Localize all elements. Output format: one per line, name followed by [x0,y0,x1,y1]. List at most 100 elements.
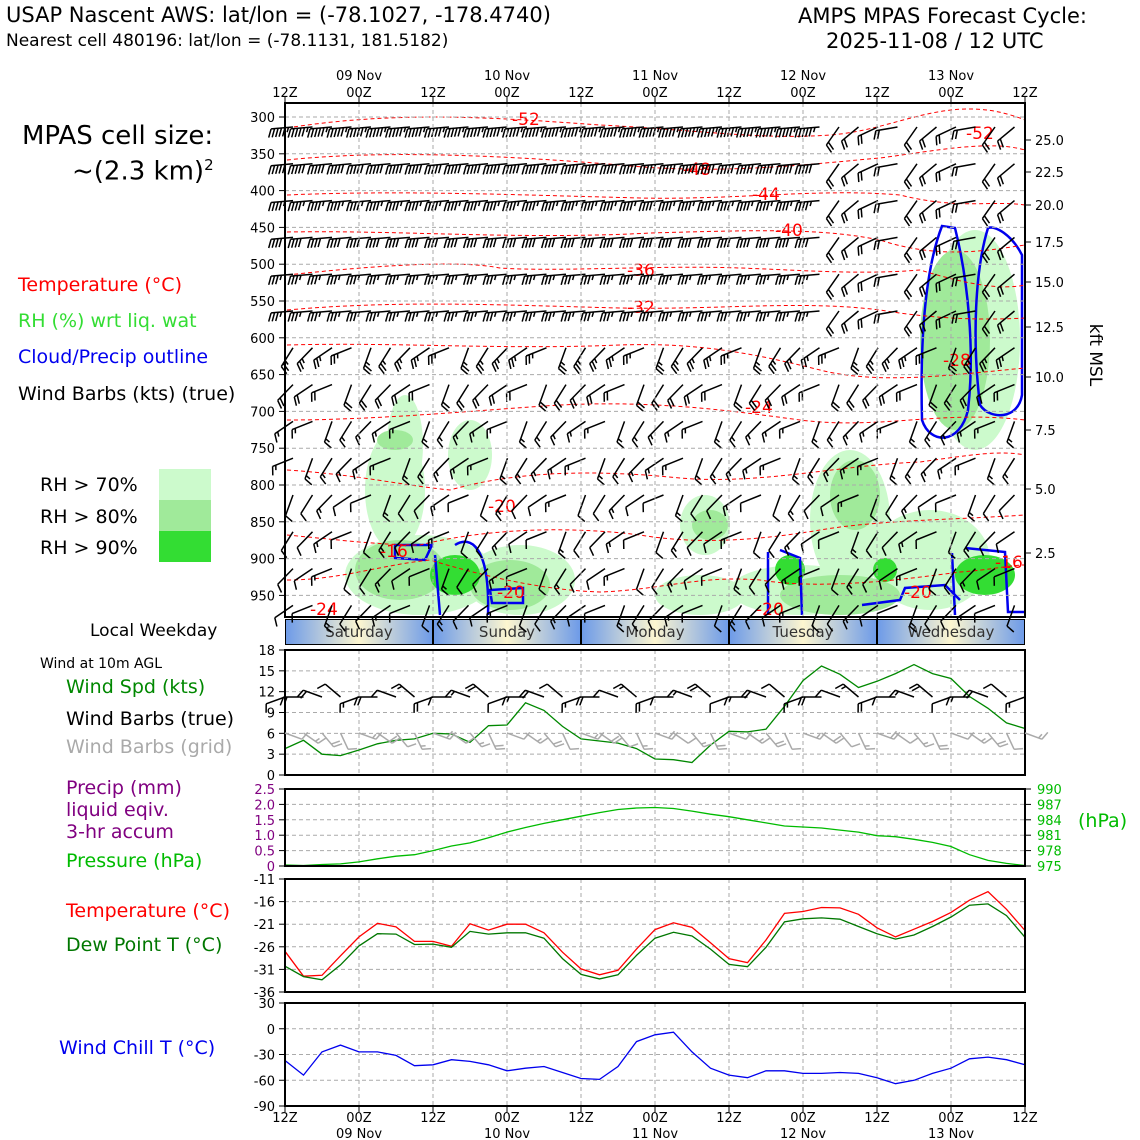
wind-barb [603,567,625,586]
wind-barb [540,310,567,322]
wind-barb [981,310,996,337]
wind-barb [755,163,781,175]
wind-barb [635,732,654,751]
wind-barb [374,568,392,593]
wind-barb [518,689,545,699]
wind-barb [495,494,509,522]
wind-barb [616,421,626,449]
wind-barb [825,236,840,264]
wind-barb [303,732,327,744]
wind-barb [840,126,859,150]
wind-barb [365,236,391,249]
wind-barb [963,347,977,375]
wind-barb [287,163,313,175]
windchill-line [284,1031,1026,1085]
cell-size-value-text: ~(2.3 km) [72,156,205,187]
forecast-cycle-date: 2025-11-08 / 12 UTC [826,29,1044,53]
wind-barb [823,457,840,483]
wind-barb [560,163,586,175]
wind-barb [452,604,470,630]
wind-barb [947,531,957,559]
wind-barb [842,420,860,446]
height-tick-label: 20.0 [1035,199,1064,214]
wind-barb [267,126,294,138]
weekday-label: Local Weekday [90,621,218,641]
wind-barb [638,199,664,212]
wind-barb [625,494,645,517]
pressure-tick-label: 800 [250,479,275,494]
wind-barb [538,568,548,596]
wind-barb [774,199,801,212]
wind-barb [811,605,821,633]
wind-barb [501,199,528,212]
wind-barb [410,531,430,554]
wind-barb [540,199,567,212]
legend-pressure: Pressure (hPa) [66,850,203,872]
wind-barb [345,236,372,249]
wind-barb [553,384,567,411]
wind-barb [284,731,309,740]
wind-barb [330,347,352,366]
wind-barb [596,457,606,486]
wind-barb [310,383,333,402]
weekday-tuesday: Tuesday [730,620,878,644]
wind-barb [768,531,782,559]
wind-barb [462,236,489,249]
wind-barb [564,457,586,476]
wind-barb [501,696,526,706]
wind-barb [287,126,313,138]
wind-barb [903,310,918,337]
wind-barb [538,384,548,412]
wind-barb [413,732,432,751]
rh-region [377,430,413,450]
wind-barb [508,347,528,370]
wind-barb [649,696,674,706]
temperature-panel: -36 -31 -26 -21 -16 -11 [254,873,1026,1001]
wind-barb [834,683,859,698]
isotherm [286,145,1026,170]
wind-barb [443,126,469,138]
wind-barb [794,236,820,249]
height-tick-label: 12.5 [1035,321,1064,336]
wind-barb [382,494,392,523]
wind-barb [935,199,957,219]
wind-barb [826,605,840,632]
wind-barb [814,689,841,698]
wind-panel: 0 3 6 9 12 15 18 [258,644,1049,784]
wind-barb [857,732,876,751]
top-time-tick-label: 12Z [716,86,742,101]
wind-barb [700,567,723,586]
wind-barb [908,421,918,449]
wind-barb [612,457,626,485]
rh-region [873,558,897,582]
bottom-time-tick-label: 00Z [642,1111,668,1126]
wind-barb [274,420,294,443]
wind-barb [352,457,372,480]
pressure-line [284,806,1026,867]
cloud-outline [861,583,961,607]
wind-barb [670,347,684,375]
wind-barb [774,163,801,175]
wind-barb [306,236,333,249]
legend-temperature: Temperature (°C) [18,274,182,296]
isotherm-label: -20 [488,497,516,517]
wind-barb [982,494,996,522]
wind-barb [733,384,743,412]
bottom-date-label: 10 Nov [484,1127,530,1140]
pressure-unit-label: (hPa) [1078,810,1128,832]
wind-barb [871,696,896,706]
wind-barb [651,384,665,411]
wind-barb [343,384,353,412]
wind-barb [686,531,704,557]
wind-barb [878,567,898,590]
wind-barb [959,568,977,593]
wind-barb [865,531,879,559]
top-date-label: 10 Nov [484,69,530,84]
y-tick-label: 30 [258,997,275,1012]
wind-barb [487,732,506,751]
top-time-tick-label: 12Z [272,86,298,101]
wind-barb [733,568,743,596]
wind-barb [544,494,567,513]
wind-barb [739,494,762,513]
